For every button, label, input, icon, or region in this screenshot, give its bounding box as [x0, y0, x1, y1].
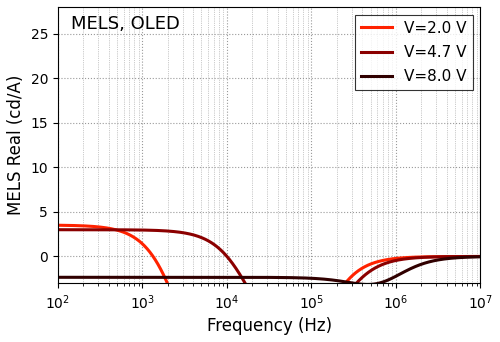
V=2.0 V — [424, 255, 430, 259]
Line: V=8.0 V: V=8.0 V — [58, 257, 480, 285]
V=4.7 V — [478, 254, 484, 259]
V=2.0 V — [128, 234, 134, 238]
V=2.0 V — [478, 254, 484, 259]
V=4.7 V — [235, 270, 241, 274]
V=4.7 V — [128, 228, 134, 232]
V=4.7 V — [424, 255, 430, 259]
V=8.0 V — [217, 275, 223, 279]
V=4.7 V — [470, 254, 476, 259]
Legend: V=2.0 V, V=4.7 V, V=8.0 V: V=2.0 V, V=4.7 V, V=8.0 V — [356, 15, 473, 90]
V=4.7 V — [294, 340, 300, 342]
V=2.0 V — [55, 223, 61, 227]
V=8.0 V — [470, 255, 476, 259]
V=4.7 V — [55, 228, 61, 232]
V=8.0 V — [103, 275, 109, 279]
V=8.0 V — [424, 261, 430, 265]
Line: V=2.0 V: V=2.0 V — [58, 225, 480, 342]
Y-axis label: MELS Real (cd/A): MELS Real (cd/A) — [7, 75, 25, 215]
V=8.0 V — [128, 275, 134, 279]
X-axis label: Frequency (Hz): Frequency (Hz) — [206, 317, 332, 335]
Line: V=4.7 V: V=4.7 V — [58, 230, 480, 342]
V=8.0 V — [55, 275, 61, 279]
V=8.0 V — [364, 282, 370, 287]
V=8.0 V — [235, 275, 241, 279]
V=8.0 V — [478, 255, 484, 259]
V=2.0 V — [103, 226, 109, 230]
V=2.0 V — [470, 254, 476, 259]
V=4.7 V — [217, 247, 223, 251]
V=4.7 V — [103, 228, 109, 232]
Text: MELS, OLED: MELS, OLED — [70, 15, 180, 33]
